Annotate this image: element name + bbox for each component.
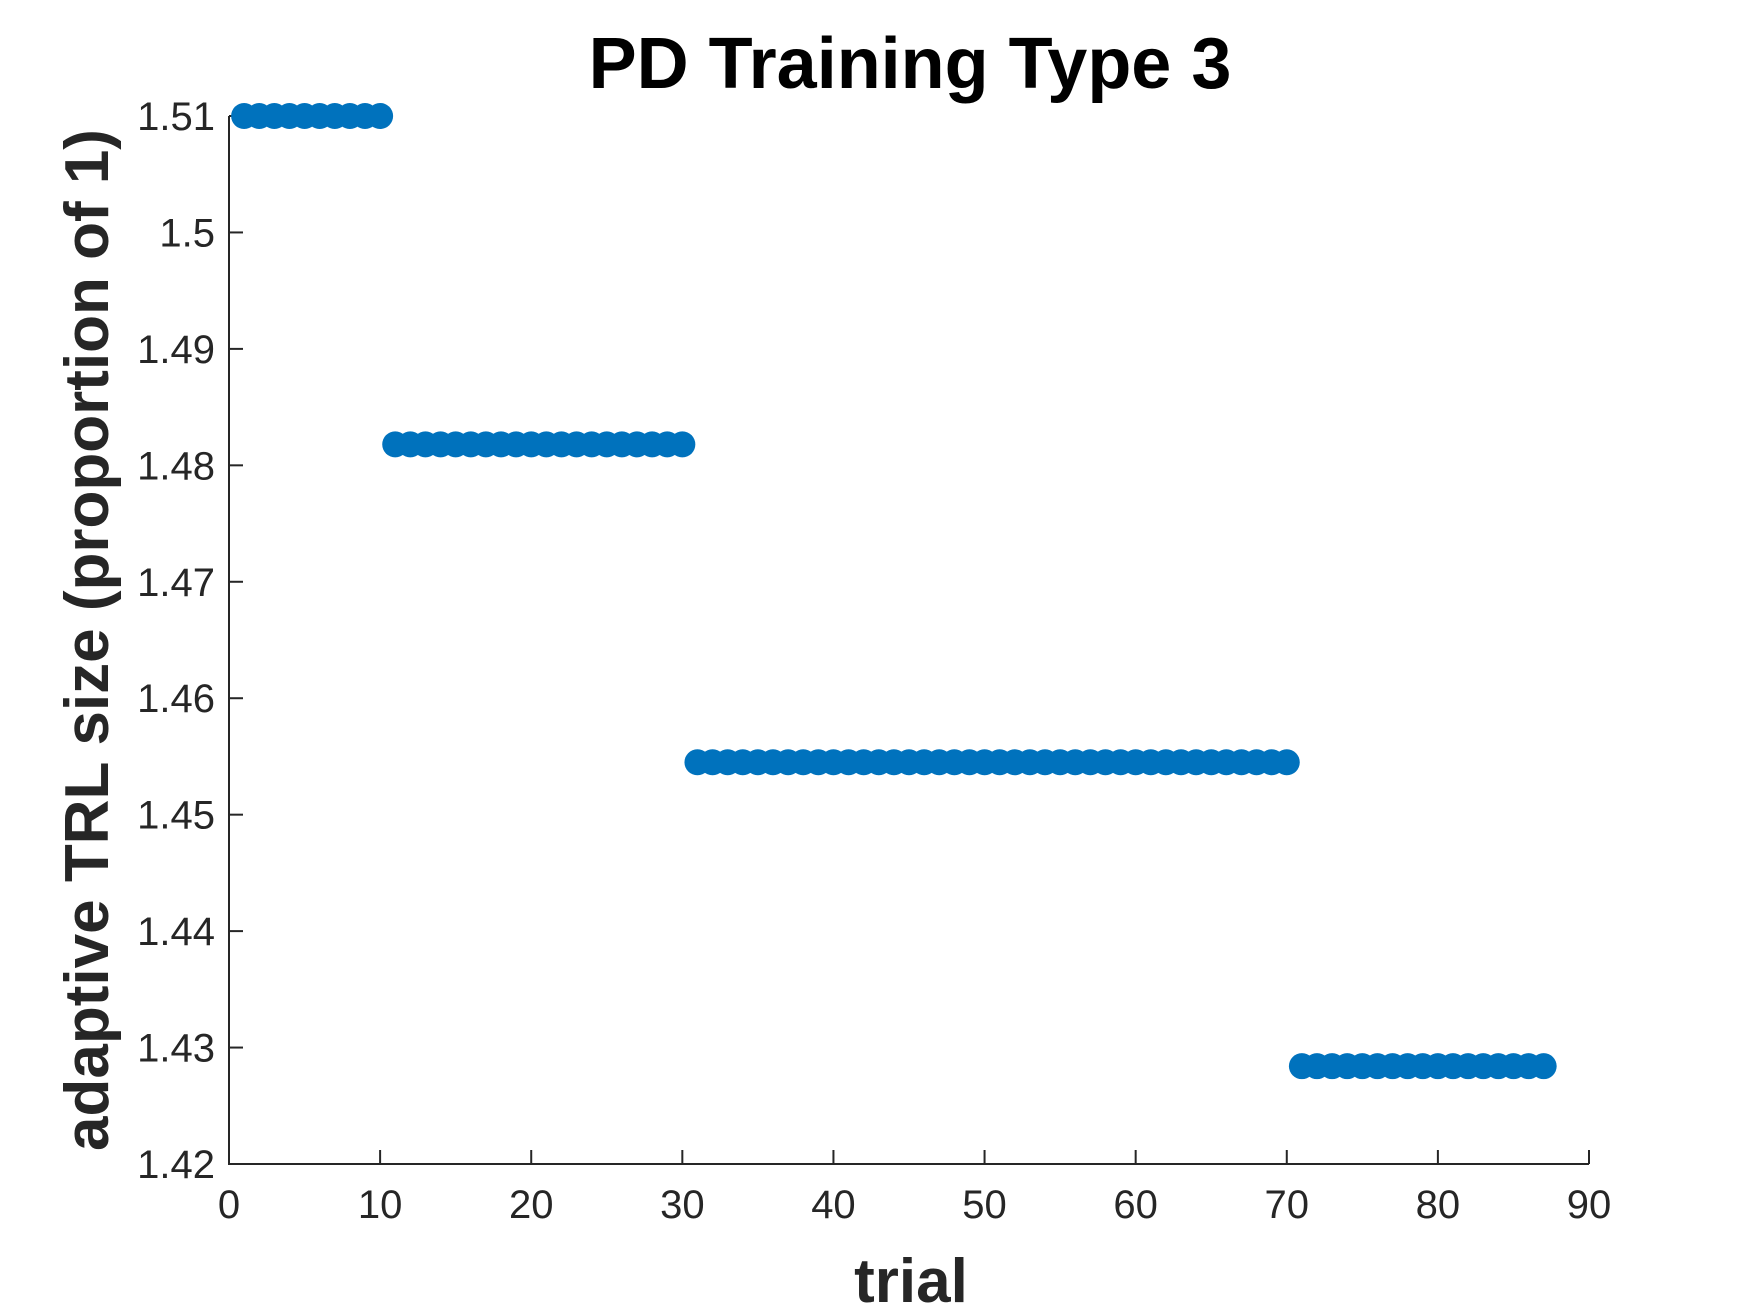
x-tick-label: 50	[962, 1183, 1007, 1227]
y-tick-label: 1.46	[137, 677, 215, 721]
x-tick-label: 30	[660, 1183, 705, 1227]
y-tick-label: 1.44	[137, 910, 215, 954]
chart-title: PD Training Type 3	[589, 24, 1232, 104]
y-tick-label: 1.45	[137, 794, 215, 838]
y-tick-label: 1.43	[137, 1027, 215, 1071]
x-tick-label: 80	[1416, 1183, 1461, 1227]
x-tick-label: 40	[811, 1183, 856, 1227]
axes-frame	[228, 116, 1589, 1165]
x-tick-label: 90	[1567, 1183, 1612, 1227]
data-point	[1530, 1053, 1557, 1080]
x-tick-label: 70	[1265, 1183, 1310, 1227]
y-tick-label: 1.47	[137, 561, 215, 605]
y-tick-label: 1.42	[137, 1143, 215, 1187]
data-point	[367, 103, 394, 129]
y-axis-label: adaptive TRL size (proportion of 1)	[53, 129, 122, 1151]
y-tick-label: 1.48	[137, 444, 215, 488]
x-axis-label: trial	[854, 1247, 968, 1313]
x-axis-ticks: 0 10 20 30 40 50 60 70 80 90	[218, 1150, 1611, 1227]
y-tick-label: 1.51	[137, 95, 215, 139]
y-axis-ticks: 1.42 1.43 1.44 1.45 1.46 1.47 1.48 1.49 1.5 1.51	[137, 95, 243, 1187]
y-tick-label: 1.5	[159, 211, 215, 255]
x-tick-label: 60	[1113, 1183, 1158, 1227]
x-tick-label: 0	[218, 1183, 240, 1227]
x-tick-label: 20	[509, 1183, 554, 1227]
scatter-points	[231, 103, 1557, 1080]
y-tick-label: 1.49	[137, 328, 215, 372]
x-tick-label: 10	[358, 1183, 403, 1227]
data-point	[669, 431, 696, 458]
data-point	[1273, 749, 1300, 776]
